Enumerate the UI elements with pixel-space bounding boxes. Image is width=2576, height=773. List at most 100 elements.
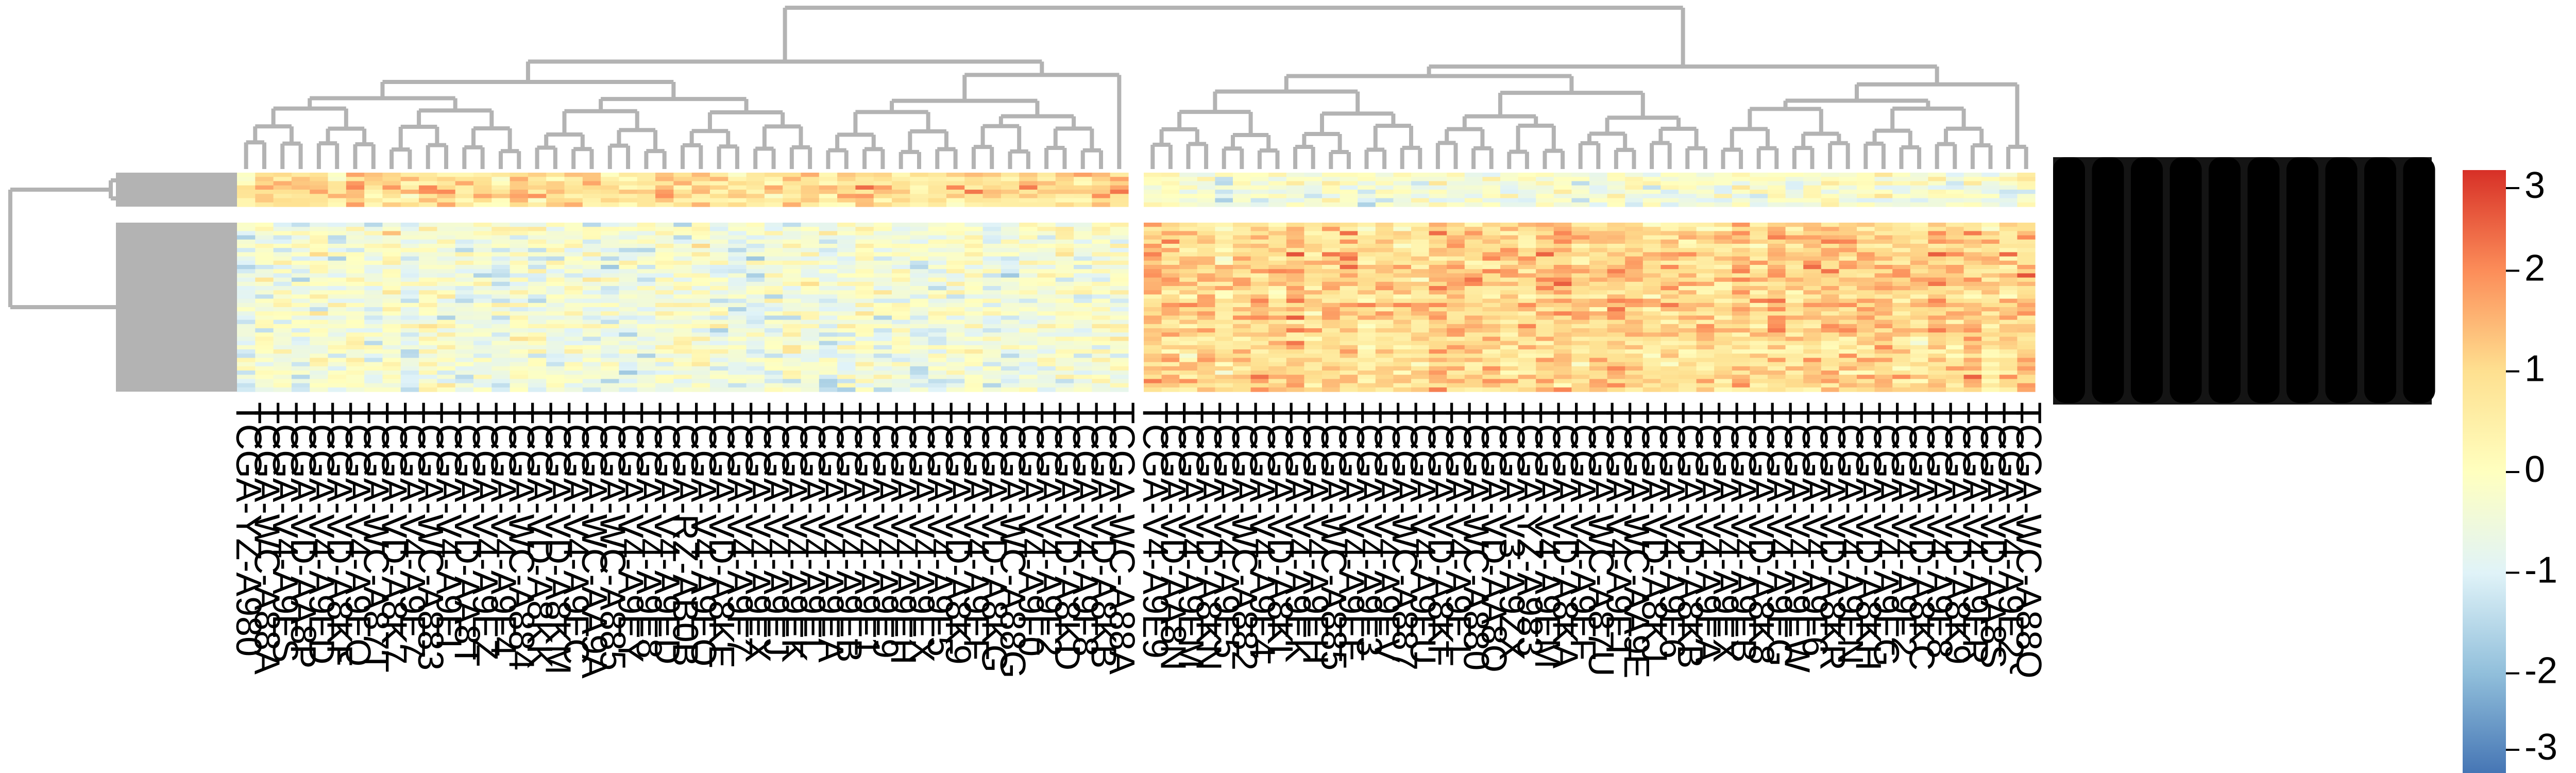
heatmap-cell: [1625, 324, 1643, 329]
heatmap-cell: [928, 354, 947, 358]
heatmap-cell: [1019, 248, 1038, 253]
heatmap-cell: [1536, 194, 1554, 199]
heatmap-cell: [892, 273, 910, 278]
heatmap-cell: [1074, 252, 1092, 257]
heatmap-cell: [582, 311, 601, 316]
heatmap-cell: [964, 366, 984, 371]
heatmap-cell: [1074, 173, 1092, 177]
heatmap-cell: [982, 332, 1002, 337]
heatmap-cell: [1857, 332, 1875, 337]
heatmap-cell: [1019, 290, 1038, 295]
heatmap-cell: [1518, 235, 1536, 240]
heatmap-cell: [1447, 173, 1465, 177]
heatmap-cell: [346, 298, 365, 304]
heatmap-cell: [1304, 227, 1323, 231]
heatmap-cell: [1928, 256, 1946, 261]
heatmap-cell: [1714, 307, 1733, 312]
heatmap-cell: [1981, 190, 2000, 194]
heatmap-cell: [1393, 337, 1412, 342]
heatmap-cell: [1482, 362, 1501, 367]
heatmap-cell: [2017, 223, 2036, 227]
heatmap-cell: [310, 239, 329, 244]
heatmap-cell: [982, 315, 1002, 321]
heatmap-cell: [1411, 256, 1430, 261]
heatmap-cell: [1571, 265, 1590, 270]
heatmap-cell: [637, 324, 656, 329]
heatmap-cell: [982, 375, 1002, 379]
heatmap-cell: [1839, 332, 1857, 337]
heatmap-cell: [1821, 332, 1839, 337]
heatmap-cell: [1589, 198, 1608, 203]
heatmap-cell: [437, 231, 456, 236]
heatmap-cell: [1019, 173, 1038, 177]
heatmap-cell: [1037, 269, 1056, 274]
heatmap-cell: [255, 173, 274, 177]
heatmap-cell: [873, 358, 892, 363]
heatmap-cell: [1660, 223, 1679, 227]
heatmap-cell: [510, 256, 529, 261]
heatmap-cell: [419, 194, 437, 199]
heatmap-cell: [1553, 375, 1572, 379]
heatmap-cell: [419, 328, 437, 333]
heatmap-cell: [528, 269, 547, 274]
heatmap-cell: [492, 341, 511, 346]
heatmap-cell: [1536, 227, 1554, 231]
heatmap-cell: [691, 235, 710, 240]
heatmap-cell: [673, 383, 692, 388]
heatmap-cell: [1322, 358, 1341, 363]
heatmap-cell: [1304, 358, 1323, 363]
heatmap-cell: [346, 239, 365, 244]
heatmap-cell: [1642, 269, 1661, 274]
heatmap-cell: [382, 185, 401, 190]
heatmap-cell: [1518, 277, 1536, 282]
heatmap-cell: [1946, 269, 1964, 274]
heatmap-cell: [746, 311, 765, 316]
heatmap-cell: [655, 332, 674, 337]
heatmap-cell: [1910, 231, 1928, 236]
heatmap-cell: [655, 320, 674, 325]
heatmap-cell: [1679, 185, 1697, 190]
heatmap-cell: [1358, 265, 1376, 270]
heatmap-cell: [764, 375, 783, 379]
heatmap-cell: [1607, 202, 1625, 207]
heatmap-cell: [1571, 345, 1590, 350]
heatmap-cell: [783, 345, 802, 350]
heatmap-cell: [1732, 311, 1750, 316]
heatmap-cell: [1981, 281, 2000, 287]
heatmap-cell: [1304, 198, 1323, 203]
heatmap-cell: [255, 223, 274, 227]
heatmap-cell: [746, 379, 765, 384]
heatmap-cell: [382, 307, 401, 312]
heatmap-cell: [237, 177, 256, 182]
heatmap-cell: [1411, 294, 1430, 299]
heatmap-cell: [1092, 328, 1111, 333]
heatmap-cell: [1055, 286, 1074, 291]
heatmap-cell: [673, 185, 692, 190]
heatmap-cell: [1714, 383, 1733, 388]
heatmap-cell: [1928, 303, 1946, 308]
heatmap-cell: [1892, 273, 1911, 278]
heatmap-cell: [1928, 260, 1946, 265]
heatmap-cell: [382, 194, 401, 199]
heatmap-cell: [1892, 177, 1911, 182]
heatmap-cell: [1393, 185, 1412, 190]
heatmap-cell: [601, 265, 620, 270]
heatmap-cell: [819, 366, 838, 371]
heatmap-cell: [564, 177, 583, 182]
heatmap-cell: [728, 286, 747, 291]
heatmap-cell: [1250, 286, 1269, 291]
heatmap-cell: [601, 332, 620, 337]
heatmap-cell: [928, 332, 947, 337]
heatmap-cell: [873, 235, 892, 240]
heatmap-cell: [673, 324, 692, 329]
heatmap-cell: [1250, 198, 1269, 203]
heatmap-cell: [2017, 328, 2036, 333]
heatmap-cell: [1607, 286, 1625, 291]
heatmap-cell: [1874, 265, 1893, 270]
heatmap-cell: [1144, 273, 1162, 278]
heatmap-cell: [1642, 265, 1661, 270]
heatmap-cell: [1197, 185, 1215, 190]
heatmap-cell: [1268, 294, 1287, 299]
heatmap-cell: [764, 239, 783, 244]
heatmap-cell: [1001, 307, 1020, 312]
